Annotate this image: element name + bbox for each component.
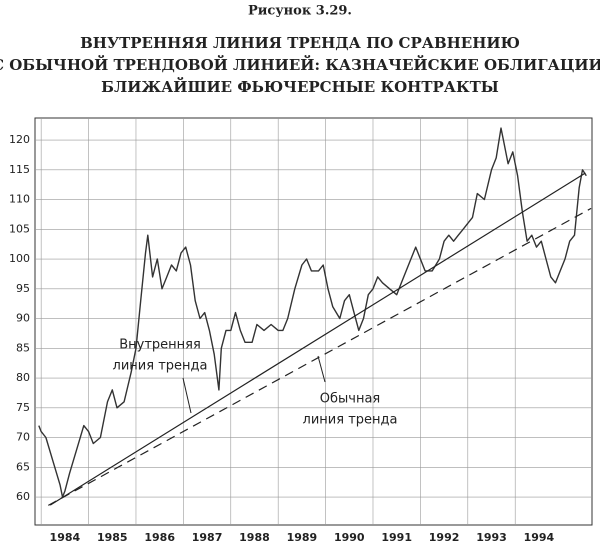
annotation-pointer [182,377,192,414]
y-tick-label: 70 [16,431,30,444]
trend-line [49,172,586,506]
figure-caption: Рисунок 3.29. [248,4,352,19]
x-tick-label: 1986 [144,531,175,544]
x-tick-label: 1990 [334,531,365,544]
y-tick-label: 115 [9,163,30,176]
x-tick-label: 1987 [192,531,223,544]
y-tick-label: 60 [16,490,30,503]
x-tick-label: 1984 [50,531,81,544]
y-tick-label: 65 [16,460,30,473]
plot-frame [34,117,593,526]
price-line [38,127,587,498]
x-tick-label: 1994 [524,531,555,544]
annotation: Обычная [320,392,380,407]
y-tick-label: 120 [9,133,30,146]
x-tick-label: 1988 [239,531,270,544]
annotation: линия тренда [303,413,398,428]
y-tick-label: 85 [16,341,30,354]
y-tick-label: 110 [9,193,30,206]
y-tick-label: 95 [16,282,30,295]
y-tick-label: 90 [16,312,30,325]
y-tick-label: 105 [9,222,30,235]
y-tick-label: 100 [9,252,30,265]
y-tick-label: 75 [16,401,30,414]
trend-line [48,207,592,506]
annotation-pointer [317,355,326,383]
x-tick-label: 1985 [97,531,128,544]
x-tick-label: 1991 [381,531,412,544]
x-tick-label: 1993 [476,531,507,544]
chart-title: ВНУТРЕННЯЯ ЛИНИЯ ТРЕНДА ПО СРАВНЕНИЮ [80,34,520,52]
annotation: Внутренняя [119,338,201,353]
annotation: линия тренда [113,359,208,374]
chart-title: С ОБЫЧНОЙ ТРЕНДОВОЙ ЛИНИЕЙ: КАЗНАЧЕЙСКИЕ… [0,55,600,74]
x-tick-label: 1989 [287,531,318,544]
x-tick-label: 1992 [429,531,460,544]
chart-title: БЛИЖАЙШИЕ ФЬЮЧЕРСНЫЕ КОНТРАКТЫ [101,77,499,96]
y-tick-label: 80 [16,371,30,384]
